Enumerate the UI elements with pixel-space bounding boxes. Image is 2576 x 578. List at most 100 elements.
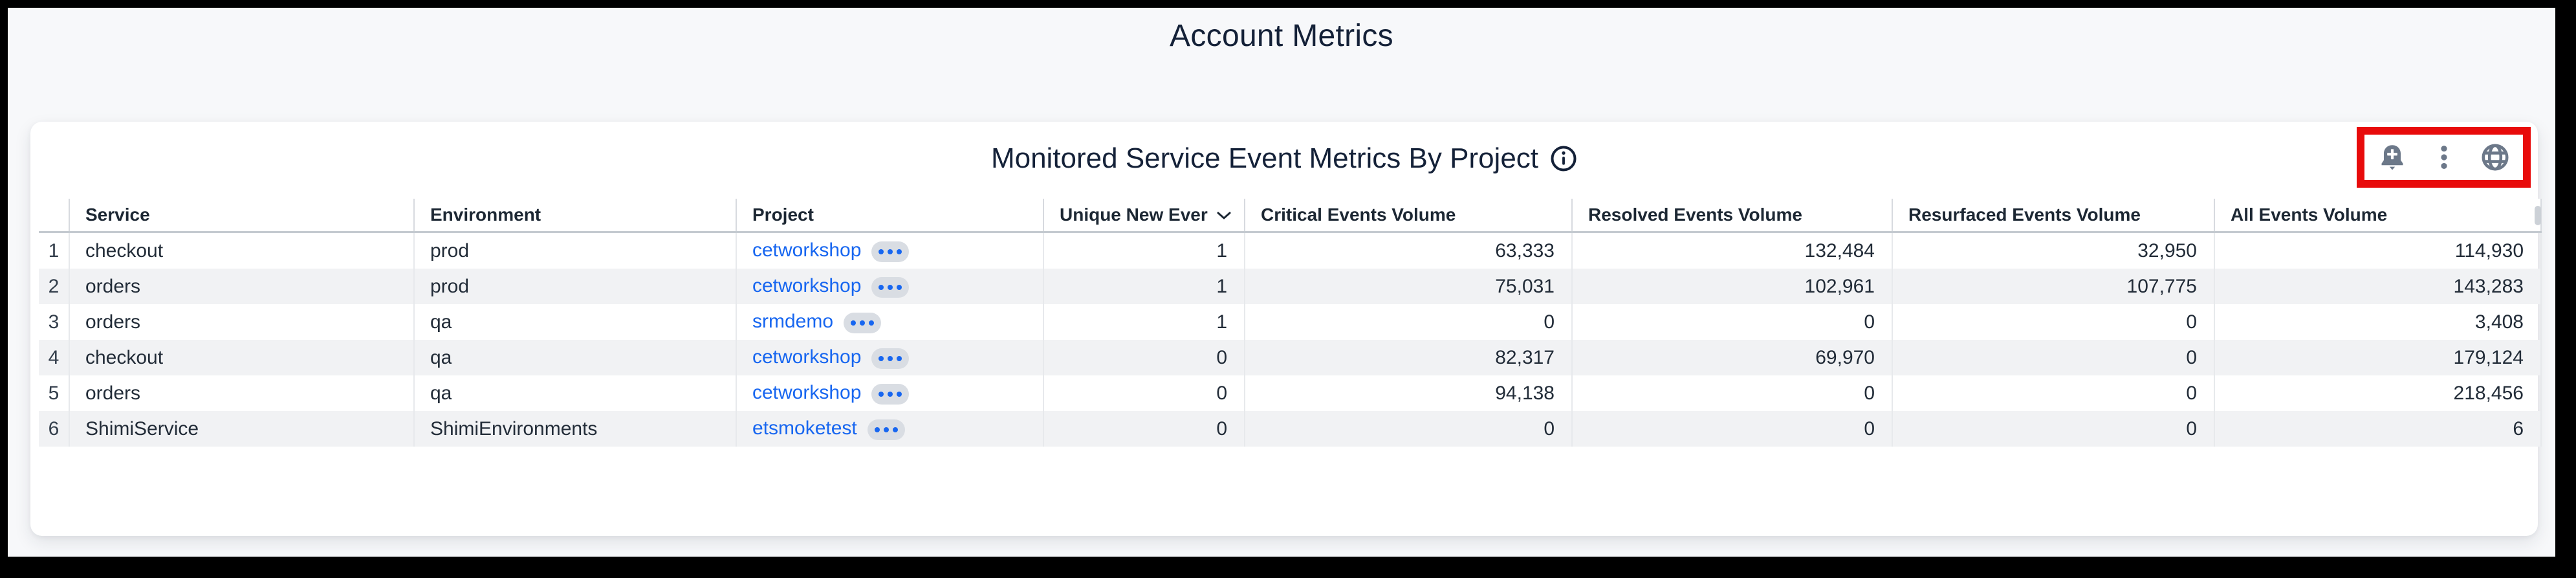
more-options-pill-icon[interactable] xyxy=(871,276,910,298)
cell-critical: 0 xyxy=(1244,411,1572,447)
add-alert-bell-icon[interactable] xyxy=(2377,142,2407,172)
column-header-label: Service xyxy=(85,205,150,225)
cell-service: checkout xyxy=(69,340,414,375)
metrics-table: Service Environment Project Unique New Ever… xyxy=(39,199,2542,447)
cell-resolved: 132,484 xyxy=(1571,232,1892,269)
cell-project: cetworkshop xyxy=(736,375,1043,411)
cell-resolved: 0 xyxy=(1571,411,1892,447)
cell-environment: qa xyxy=(413,375,736,411)
column-header-resolved[interactable]: Resolved Events Volume xyxy=(1571,199,1892,233)
sort-chevron-down-icon xyxy=(1216,205,1232,225)
more-options-pill-icon[interactable] xyxy=(871,241,910,262)
cell-project: cetworkshop xyxy=(736,340,1043,375)
cell-critical: 82,317 xyxy=(1244,340,1572,375)
column-header-project[interactable]: Project xyxy=(736,199,1043,233)
cell-all: 6 xyxy=(2214,411,2542,447)
more-options-kebab-icon[interactable] xyxy=(2439,142,2449,172)
column-header-service[interactable]: Service xyxy=(69,199,414,233)
cell-resurfaced: 0 xyxy=(1892,340,2214,375)
cell-critical: 0 xyxy=(1244,304,1572,340)
cell-critical: 94,138 xyxy=(1244,375,1572,411)
table-header-row: Service Environment Project Unique New Ever… xyxy=(39,199,2542,233)
table-row: 5 orders qa cetworkshop 0 94,138 0 0 218,456 xyxy=(39,375,2542,411)
cell-unique_new_ever: 0 xyxy=(1043,340,1245,375)
globe-icon[interactable] xyxy=(2480,142,2510,172)
row-number-header xyxy=(39,199,69,233)
cell-unique_new_ever: 0 xyxy=(1043,411,1245,447)
more-options-pill-icon[interactable] xyxy=(871,348,910,369)
column-header-label: Environment xyxy=(430,205,541,225)
column-header-label: Critical Events Volume xyxy=(1261,205,1456,225)
cell-all: 218,456 xyxy=(2214,375,2542,411)
cell-project: cetworkshop xyxy=(736,269,1043,304)
info-circle-icon[interactable] xyxy=(1550,145,1577,172)
row-number: 4 xyxy=(48,346,60,368)
project-link[interactable]: srmdemo xyxy=(752,311,834,333)
cell-resurfaced: 0 xyxy=(1892,304,2214,340)
table-row: 6 ShimiService ShimiEnvironments etsmoketes… xyxy=(39,411,2542,447)
column-header-label: Project xyxy=(752,205,814,225)
cell-unique_new_ever: 1 xyxy=(1043,232,1245,269)
cell-all: 3,408 xyxy=(2214,304,2542,340)
column-header-unique_new_ever[interactable]: Unique New Ever xyxy=(1043,199,1245,233)
cell-environment: prod xyxy=(413,269,736,304)
page-title: Account Metrics xyxy=(1170,19,1393,53)
cell-critical: 63,333 xyxy=(1244,232,1572,269)
cell-unique_new_ever: 1 xyxy=(1043,304,1245,340)
cell-resurfaced: 0 xyxy=(1892,411,2214,447)
cell-all: 143,283 xyxy=(2214,269,2542,304)
column-header-all[interactable]: All Events Volume xyxy=(2214,199,2542,233)
project-link[interactable]: cetworkshop xyxy=(752,275,862,297)
page-background: Account Metrics Monitored Service Event … xyxy=(8,8,2555,557)
cell-resolved: 69,970 xyxy=(1571,340,1892,375)
cell-environment: qa xyxy=(413,304,736,340)
panel-card: Monitored Service Event Metrics By Proje… xyxy=(30,122,2542,536)
cell-all: 114,930 xyxy=(2214,232,2542,269)
column-header-critical[interactable]: Critical Events Volume xyxy=(1244,199,1572,233)
column-header-label: Resolved Events Volume xyxy=(1588,205,1802,225)
cell-project: srmdemo xyxy=(736,304,1043,340)
more-options-pill-icon[interactable] xyxy=(871,383,910,405)
column-header-label: Resurfaced Events Volume xyxy=(1908,205,2141,225)
row-number: 2 xyxy=(48,275,60,297)
cell-critical: 75,031 xyxy=(1244,269,1572,304)
column-header-environment[interactable]: Environment xyxy=(413,199,736,233)
cell-service: orders xyxy=(69,269,414,304)
table-row: 4 checkout qa cetworkshop 0 82,317 69,970 0 179,… xyxy=(39,340,2542,375)
cell-environment: qa xyxy=(413,340,736,375)
row-number: 6 xyxy=(48,417,60,439)
table-row: 2 orders prod cetworkshop 1 75,031 102,961 107,… xyxy=(39,269,2542,304)
project-link[interactable]: cetworkshop xyxy=(752,382,862,404)
project-link[interactable]: cetworkshop xyxy=(752,239,862,261)
column-header-label: Unique New Ever xyxy=(1060,205,1208,225)
table-body: 1 checkout prod cetworkshop 1 63,333 132,484 32… xyxy=(39,232,2542,447)
cell-unique_new_ever: 0 xyxy=(1043,375,1245,411)
table-row: 3 orders qa srmdemo 1 0 0 0 3,408 xyxy=(39,304,2542,340)
column-header-resurfaced[interactable]: Resurfaced Events Volume xyxy=(1892,199,2214,233)
column-header-label: All Events Volume xyxy=(2231,205,2388,225)
more-options-pill-icon[interactable] xyxy=(844,312,882,333)
project-link[interactable]: cetworkshop xyxy=(752,346,862,368)
cell-project: etsmoketest xyxy=(736,411,1043,447)
cell-service: orders xyxy=(69,375,414,411)
cell-service: orders xyxy=(69,304,414,340)
vertical-scrollbar-thumb[interactable] xyxy=(2535,206,2541,225)
cell-project: cetworkshop xyxy=(736,232,1043,269)
cell-resolved: 102,961 xyxy=(1571,269,1892,304)
cell-service: checkout xyxy=(69,232,414,269)
cell-unique_new_ever: 1 xyxy=(1043,269,1245,304)
cell-resolved: 0 xyxy=(1571,304,1892,340)
more-options-pill-icon[interactable] xyxy=(867,419,905,440)
cell-resurfaced: 107,775 xyxy=(1892,269,2214,304)
cell-resurfaced: 32,950 xyxy=(1892,232,2214,269)
cell-resolved: 0 xyxy=(1571,375,1892,411)
cell-environment: ShimiEnvironments xyxy=(413,411,736,447)
cell-environment: prod xyxy=(413,232,736,269)
row-number: 5 xyxy=(48,382,60,404)
panel-toolbar-highlight-box xyxy=(2357,127,2531,188)
project-link[interactable]: etsmoketest xyxy=(752,417,857,439)
cell-resurfaced: 0 xyxy=(1892,375,2214,411)
panel-title: Monitored Service Event Metrics By Proje… xyxy=(990,142,1539,174)
cell-all: 179,124 xyxy=(2214,340,2542,375)
table-row: 1 checkout prod cetworkshop 1 63,333 132,484 32… xyxy=(39,232,2542,269)
